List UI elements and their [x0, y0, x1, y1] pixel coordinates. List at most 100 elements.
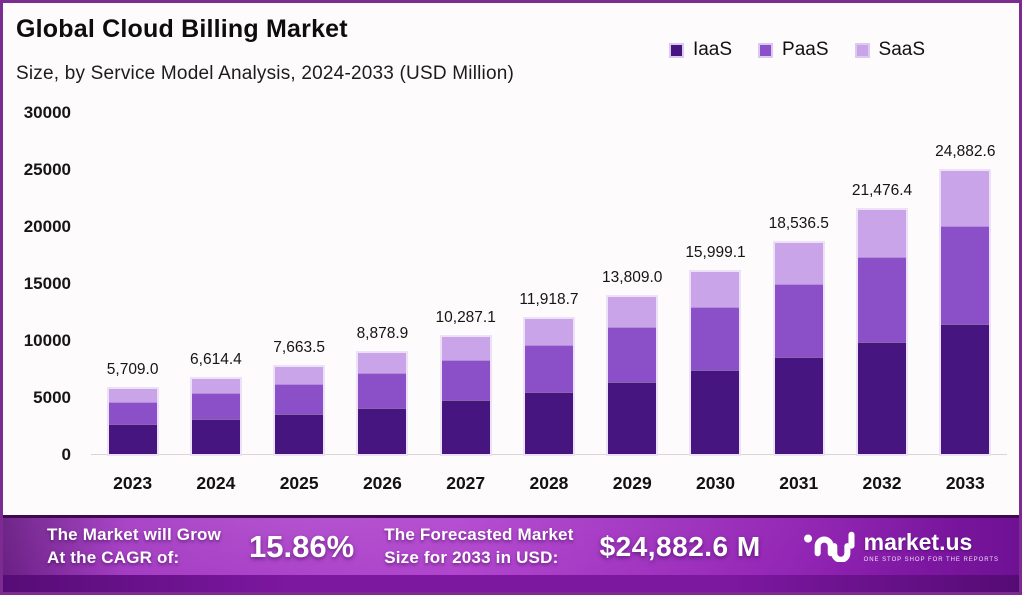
legend-swatch-icon	[758, 42, 774, 58]
bar-segment-iaas	[858, 341, 907, 454]
brand-name: market.us	[863, 528, 973, 555]
bar-group-2030: 15,999.1	[674, 113, 757, 454]
y-tick-label: 15000	[23, 274, 71, 293]
bar-segment-paas	[941, 225, 990, 324]
bar-group-2028: 11,918.7	[507, 113, 590, 454]
bar-value-label: 10,287.1	[435, 309, 496, 327]
y-tick-label: 30000	[23, 103, 71, 122]
legend-label: PaaS	[782, 39, 829, 60]
footer-banner-main: The Market will Grow At the CAGR of: 15.…	[3, 515, 1019, 575]
x-tick-label-2026: 2026	[362, 473, 402, 493]
y-tick-label: 0	[61, 445, 71, 464]
stacked-bar	[858, 209, 907, 454]
bar-segment-paas	[524, 344, 573, 392]
bar-value-label: 13,809.0	[602, 269, 663, 287]
x-tick-label-2027: 2027	[446, 473, 486, 493]
forecast-text-line2: Size for 2033 in USD:	[384, 547, 559, 567]
x-axis: 2023 2024 2025 2026 2027 2028 2029 2030 2031 2032…	[91, 473, 1007, 494]
bar-value-label: 21,476.4	[851, 181, 913, 199]
stacked-bar	[524, 318, 573, 454]
stacked-bar	[774, 243, 823, 454]
legend-label: SaaS	[878, 39, 925, 60]
y-tick-label: 10000	[23, 331, 71, 350]
bar-group-2024: 6,614.4	[174, 113, 257, 454]
bar-segment-saas	[941, 171, 990, 226]
stacked-bar	[691, 272, 740, 454]
bar-value-label: 11,918.7	[519, 290, 579, 308]
stacked-bar	[275, 366, 324, 454]
forecast-value: $24,882.6 M	[599, 530, 761, 562]
bar-segment-saas	[108, 389, 157, 402]
bar-segment-saas	[275, 366, 324, 384]
bar-segment-paas	[108, 401, 157, 425]
bar-segment-iaas	[191, 419, 240, 454]
y-tick-label: 25000	[23, 160, 71, 179]
x-tick-label-2029: 2029	[612, 473, 652, 493]
bar-segment-paas	[691, 307, 740, 371]
stacked-bar	[941, 171, 990, 454]
chart-subtitle: Size, by Service Model Analysis, 2024-20…	[16, 63, 515, 84]
bar-segment-saas	[858, 209, 907, 258]
legend-swatch-icon	[668, 42, 684, 58]
bar-value-label: 15,999.1	[685, 244, 746, 262]
bar-value-label: 5,709.0	[106, 361, 159, 379]
bar-segment-paas	[275, 383, 324, 414]
legend-item-paas: PaaS	[758, 39, 829, 61]
bar-segment-saas	[191, 378, 240, 394]
legend: IaaS PaaS SaaS	[668, 39, 925, 61]
brand-logo: market.us ONE STOP SHOP FOR THE REPORTS	[803, 526, 999, 567]
x-tick-label-2031: 2031	[779, 473, 819, 493]
bar-segment-saas	[774, 243, 823, 284]
bar-value-label: 24,882.6	[935, 143, 996, 161]
cagr-text-line1: The Market will Grow	[47, 525, 222, 545]
bar-segment-saas	[441, 337, 490, 360]
forecast-text: The Forecasted Market Size for 2033 in U…	[384, 524, 573, 568]
legend-swatch-icon	[854, 42, 870, 58]
bar-segment-iaas	[691, 370, 740, 454]
brand-text: market.us ONE STOP SHOP FOR THE REPORTS	[863, 528, 999, 563]
x-tick-label-2023: 2023	[113, 473, 153, 493]
chart-title: Global Cloud Billing Market	[16, 15, 348, 43]
legend-item-saas: SaaS	[854, 39, 925, 61]
bar-segment-paas	[191, 393, 240, 420]
bar-segment-iaas	[275, 413, 324, 454]
stacked-bar	[441, 337, 490, 454]
bar-group-2027: 10,287.1	[424, 113, 507, 454]
stacked-bar	[191, 378, 240, 454]
x-tick-label-2025: 2025	[279, 473, 319, 493]
bar-segment-iaas	[608, 381, 657, 454]
marketus-icon	[803, 526, 855, 567]
y-tick-label: 20000	[23, 217, 71, 236]
bar-segment-paas	[608, 327, 657, 382]
plot-area: 5,709.0 6,614.4 7,663.5 8,878.9 10,287.1 11,9…	[91, 113, 1007, 455]
x-tick-label-2024: 2024	[196, 473, 236, 493]
bar-segment-saas	[608, 297, 657, 328]
cagr-text: The Market will Grow At the CAGR of:	[47, 524, 221, 568]
bar-segment-iaas	[441, 400, 490, 454]
bar-value-label: 7,663.5	[273, 338, 326, 356]
cagr-text-line2: At the CAGR of:	[47, 547, 180, 567]
bar-group-2029: 13,809.0	[591, 113, 674, 454]
stacked-bar	[608, 297, 657, 454]
bar-group-2025: 7,663.5	[258, 113, 341, 454]
bar-group-2033: 24,882.6	[924, 113, 1007, 454]
bar-group-2031: 18,536.5	[757, 113, 840, 454]
bar-segment-saas	[358, 353, 407, 373]
bar-group-2032: 21,476.4	[840, 113, 923, 454]
x-tick-label-2030: 2030	[696, 473, 735, 493]
bar-segment-iaas	[108, 424, 157, 454]
stacked-bar	[108, 389, 157, 454]
bar-segment-saas	[524, 318, 573, 345]
bar-group-2026: 8,878.9	[341, 113, 424, 454]
footer-bottom-strip	[3, 575, 1019, 592]
x-tick-label-2028: 2028	[529, 473, 569, 493]
bar-segment-saas	[691, 272, 740, 308]
forecast-text-line1: The Forecasted Market	[384, 525, 574, 545]
bar-value-label: 8,878.9	[356, 325, 409, 343]
y-axis: 0 5000 10000 15000 20000 25000 30000	[9, 103, 71, 464]
bar-segment-paas	[441, 359, 490, 401]
cagr-value: 15.86%	[249, 528, 355, 564]
bar-segment-paas	[858, 257, 907, 342]
bar-segment-iaas	[941, 323, 990, 454]
